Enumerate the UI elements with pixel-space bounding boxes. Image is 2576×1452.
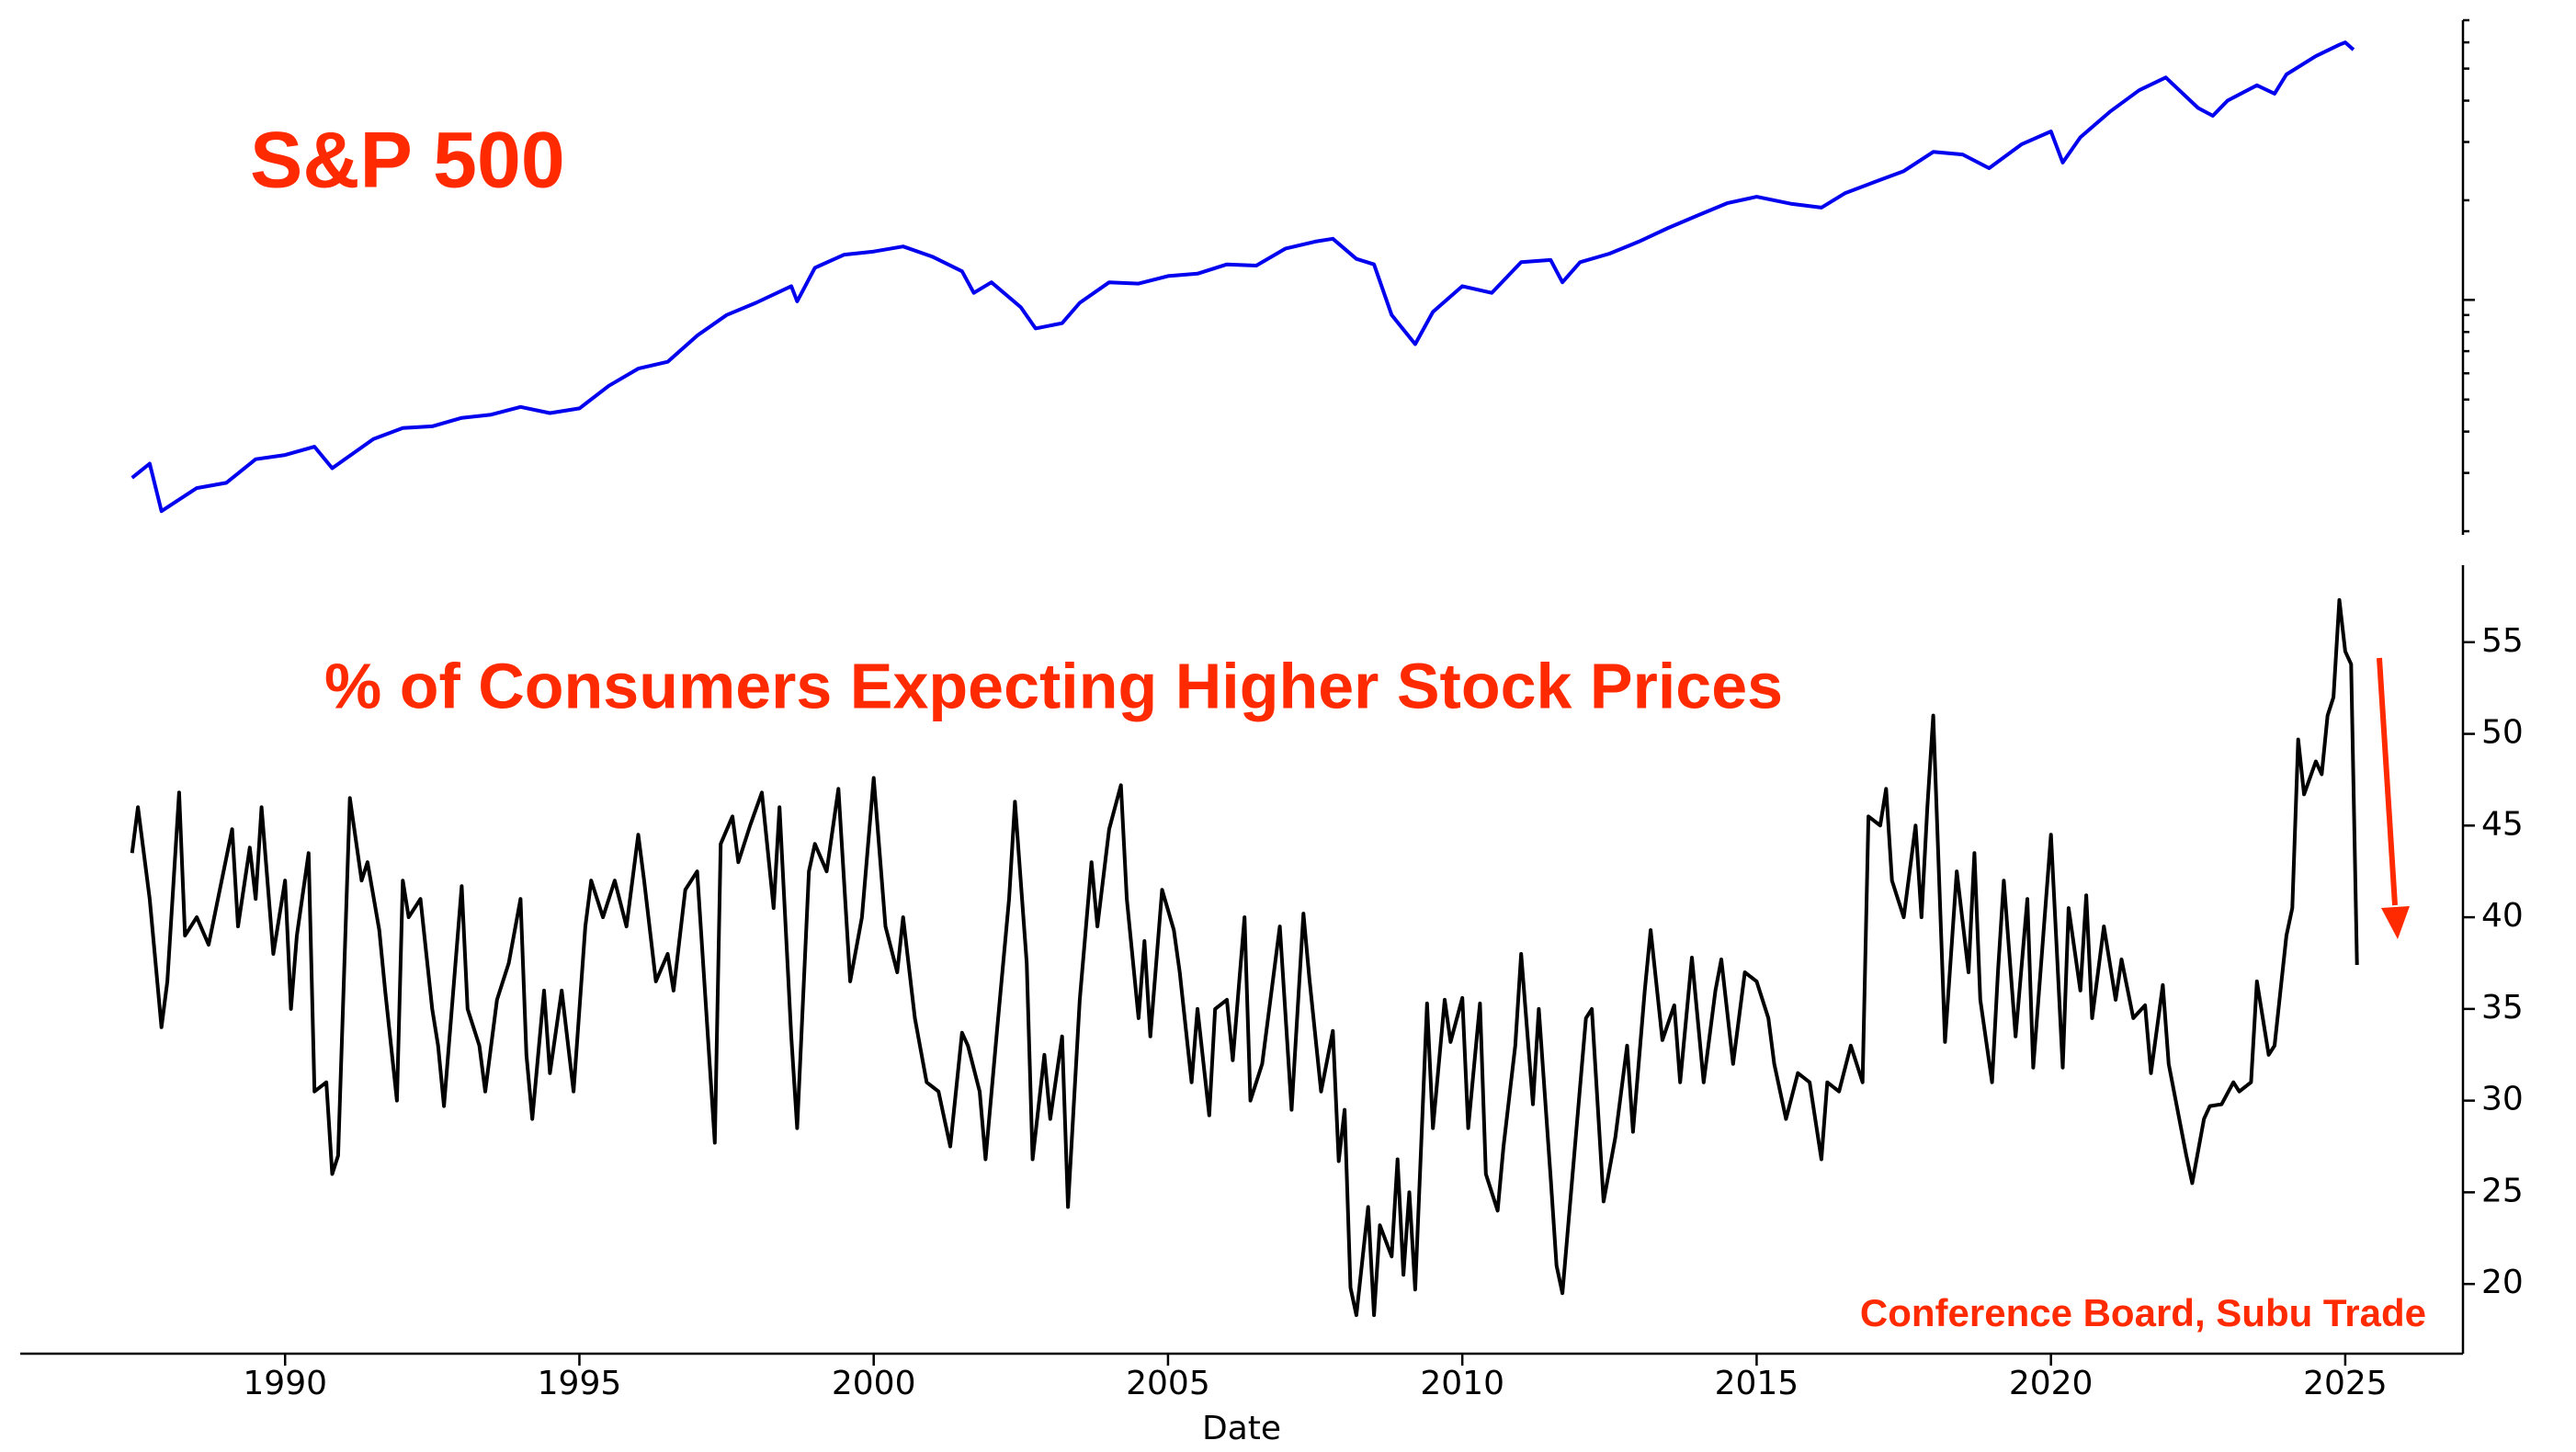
arrow <box>2377 657 2398 906</box>
y-tick-label: 55 <box>2481 622 2524 660</box>
y-tick-label: 45 <box>2481 805 2524 843</box>
x-tick-label: 2025 <box>2303 1365 2388 1402</box>
arrow-head <box>2381 906 2410 939</box>
x-axis-label: Date <box>1202 1410 1281 1447</box>
x-tick-label: 1990 <box>243 1365 327 1402</box>
x-tick-label: 2010 <box>1420 1365 1504 1402</box>
x-tick-label: 2020 <box>2009 1365 2094 1402</box>
annotation: Conference Board, Subu Trade <box>1860 1291 2426 1334</box>
chart-title: S&P 500 <box>250 117 565 205</box>
y-tick-label: 40 <box>2481 897 2524 935</box>
data-line <box>131 40 2355 514</box>
x-tick-label: 2000 <box>832 1365 916 1402</box>
data-line <box>130 597 2359 1318</box>
x-tick-label: 2015 <box>1715 1365 1799 1402</box>
y-tick-label: 35 <box>2481 989 2524 1027</box>
x-tick-label: 1995 <box>538 1365 622 1402</box>
x-tick-label: 2005 <box>1126 1365 1210 1402</box>
y-tick-label: 20 <box>2481 1264 2524 1301</box>
y-tick-label: 30 <box>2481 1081 2524 1118</box>
y-tick-label: 50 <box>2481 714 2524 752</box>
chart-title: % of Consumers Expecting Higher Stock Pr… <box>324 650 1783 721</box>
y-tick-label: 25 <box>2481 1172 2524 1209</box>
